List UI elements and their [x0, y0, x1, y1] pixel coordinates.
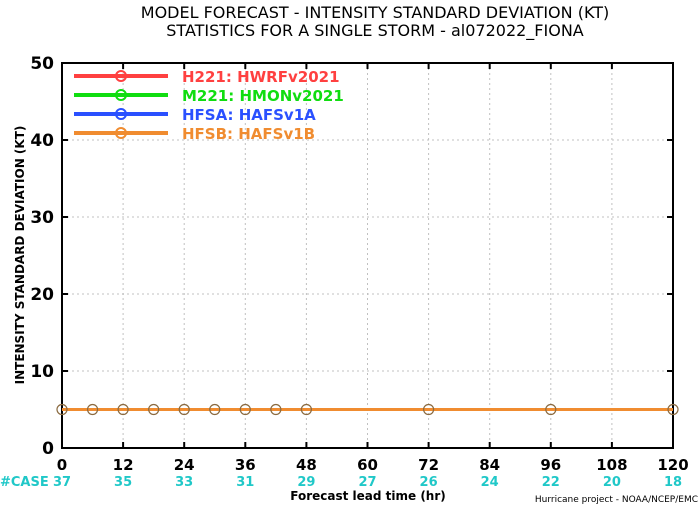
series-point — [117, 403, 129, 416]
case-count: 35 — [114, 475, 132, 490]
x-tick-label: 0 — [57, 456, 67, 474]
case-count: 18 — [664, 475, 682, 490]
series-point — [423, 403, 435, 416]
series-point — [178, 403, 190, 416]
x-tick-label: 48 — [296, 456, 317, 474]
y-tick-label: 30 — [30, 208, 54, 228]
case-count: 20 — [603, 475, 621, 490]
case-count: 37 — [53, 475, 71, 490]
case-count: 26 — [420, 475, 438, 490]
legend-label: HFSA: HAFSv1A — [182, 106, 316, 124]
series-point — [545, 403, 557, 416]
x-tick-label: 12 — [113, 456, 134, 474]
series-point — [300, 403, 312, 416]
legend-marker — [115, 70, 127, 82]
legend-marker — [115, 108, 127, 120]
series-point — [209, 403, 221, 416]
series-point — [667, 403, 679, 416]
series-layer — [56, 403, 679, 416]
y-tick-label: 0 — [42, 439, 54, 459]
credit-text: Hurricane project - NOAA/NCEP/EMC — [535, 495, 698, 505]
x-axis: 0 12 24 36 48 60 72 84 96 108 120 — [57, 63, 689, 474]
y-axis-label: INTENSITY STANDARD DEVIATION (KT) — [13, 126, 27, 385]
case-counts: #CASE 37 35 33 31 29 27 26 24 22 20 18 — [0, 475, 682, 490]
legend-marker — [115, 89, 127, 101]
legend-label: HFSB: HAFSv1B — [182, 125, 315, 143]
y-tick-label: 20 — [30, 285, 54, 305]
x-axis-label: Forecast lead time (hr) — [290, 489, 446, 503]
plot-frame — [61, 62, 674, 449]
series-point — [239, 403, 251, 416]
x-tick-label: 72 — [418, 456, 439, 474]
x-tick-label: 24 — [174, 456, 195, 474]
x-tick-label: 108 — [596, 456, 627, 474]
x-tick-label: 36 — [235, 456, 256, 474]
case-row-label: #CASE — [0, 475, 49, 490]
case-count: 33 — [175, 475, 193, 490]
case-count: 31 — [236, 475, 254, 490]
y-tick-label: 10 — [30, 362, 54, 382]
y-tick-label: 40 — [30, 131, 54, 151]
y-tick-label: 50 — [30, 54, 54, 74]
chart-subtitle: STATISTICS FOR A SINGLE STORM - al072022… — [166, 21, 584, 41]
series-point — [56, 403, 68, 416]
series-point — [148, 403, 160, 416]
x-tick-label: 120 — [657, 456, 688, 474]
chart-title: MODEL FORECAST - INTENSITY STANDARD DEVI… — [141, 3, 609, 22]
legend-label: M221: HMONv2021 — [182, 87, 344, 105]
legend-marker — [115, 127, 127, 139]
legend-label: H221: HWRFv2021 — [182, 68, 340, 86]
y-axis: 0 10 20 30 40 50 — [30, 54, 673, 459]
series-point — [270, 403, 282, 416]
x-tick-label: 96 — [540, 456, 561, 474]
grid — [62, 63, 673, 448]
case-count: 24 — [481, 475, 499, 490]
x-tick-label: 60 — [357, 456, 378, 474]
x-tick-label: 84 — [479, 456, 500, 474]
case-count: 22 — [542, 475, 560, 490]
series-point — [86, 403, 99, 416]
case-count: 27 — [358, 475, 376, 490]
case-count: 29 — [297, 475, 315, 490]
